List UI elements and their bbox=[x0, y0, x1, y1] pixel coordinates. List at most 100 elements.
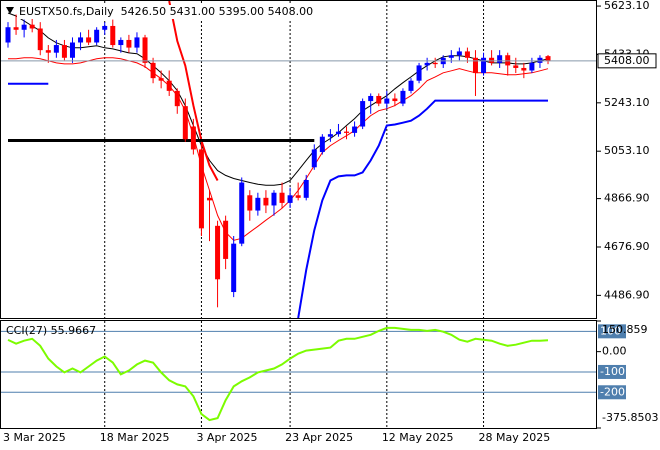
level-box bbox=[598, 385, 626, 400]
candle-body bbox=[303, 179, 309, 198]
candle-body bbox=[45, 50, 51, 53]
collapse-arrow bbox=[6, 7, 14, 14]
candle-body bbox=[102, 25, 108, 30]
plot-layer: 3 Mar 2025 18 Mar 2025 3 Apr 2025 23 Apr 20… bbox=[1, 0, 597, 444]
candle-body bbox=[472, 57, 478, 74]
candle-body bbox=[61, 45, 67, 58]
candle-body bbox=[142, 37, 148, 63]
y-tick-label: 5053.10 bbox=[604, 144, 650, 157]
candle-body bbox=[448, 55, 454, 58]
candle-body bbox=[150, 62, 156, 79]
candle-body bbox=[335, 131, 341, 135]
candle-body bbox=[311, 149, 317, 168]
y-tick-label: 4486.90 bbox=[604, 288, 650, 301]
candle-body bbox=[134, 37, 140, 48]
candle-body bbox=[21, 24, 27, 30]
candle-body bbox=[174, 90, 180, 107]
candle-body bbox=[13, 27, 19, 30]
candle-body bbox=[384, 98, 390, 104]
candle-body bbox=[279, 192, 285, 203]
candle-body bbox=[69, 42, 75, 58]
candle-body bbox=[521, 67, 527, 71]
candle-body bbox=[126, 39, 132, 48]
candle-body bbox=[400, 90, 406, 104]
level-label: -200 bbox=[600, 385, 625, 398]
candle-body bbox=[207, 197, 212, 201]
candle-body bbox=[497, 55, 503, 63]
candle-body bbox=[231, 243, 237, 293]
indicator-line bbox=[297, 99, 548, 319]
last-price-label: 5408.00 bbox=[604, 54, 650, 67]
x-tick-label: 3 Apr 2025 bbox=[196, 431, 257, 444]
candle-body bbox=[489, 57, 495, 63]
candle-body bbox=[360, 101, 366, 127]
candle-body bbox=[408, 80, 414, 91]
candle-body bbox=[287, 195, 293, 203]
level-box bbox=[598, 324, 626, 339]
last-price-box bbox=[597, 53, 657, 69]
candle-body bbox=[537, 57, 543, 63]
candle-body bbox=[368, 95, 374, 102]
y-tick-label: 150.859 bbox=[602, 323, 648, 336]
candle-body bbox=[319, 136, 325, 152]
candle-body bbox=[327, 134, 333, 137]
y-tick-label: 5243.10 bbox=[604, 96, 650, 109]
y-tick-label: 4866.90 bbox=[604, 192, 650, 205]
candle-body bbox=[545, 56, 551, 61]
candle-body bbox=[344, 131, 350, 133]
candle-body bbox=[166, 80, 172, 91]
candle-body bbox=[182, 106, 188, 140]
candle-body bbox=[37, 28, 43, 51]
candle-body bbox=[247, 195, 253, 211]
candle-body bbox=[505, 55, 511, 66]
candle-body bbox=[198, 149, 204, 229]
candle-body bbox=[53, 45, 59, 53]
candle-body bbox=[29, 24, 35, 29]
cci-title: CCI(27) 55.9667 bbox=[6, 324, 96, 337]
price-frame bbox=[0, 0, 597, 319]
x-tick-label: 12 May 2025 bbox=[382, 431, 454, 444]
candle-body bbox=[118, 39, 124, 46]
y-tick-label: -375.8503 bbox=[602, 411, 658, 424]
candle-body bbox=[352, 126, 358, 133]
chart-title: EUSTX50.fs,Daily 5426.50 5431.00 5395.00… bbox=[19, 5, 313, 18]
candle-body bbox=[529, 62, 535, 71]
y-tick-label: 4676.90 bbox=[604, 240, 650, 253]
x-tick-label: 18 Mar 2025 bbox=[100, 431, 170, 444]
candle-body bbox=[271, 192, 277, 206]
candle-body bbox=[78, 37, 84, 43]
candle-body bbox=[263, 197, 269, 206]
indicator-line bbox=[8, 57, 549, 241]
candle-body bbox=[392, 98, 398, 102]
candle-body bbox=[424, 62, 430, 66]
x-tick-label: 3 Mar 2025 bbox=[3, 431, 66, 444]
y-tick-label: 0.00 bbox=[602, 345, 627, 358]
candle-body bbox=[190, 126, 196, 150]
candle-body bbox=[416, 65, 422, 81]
x-tick-label: 23 Apr 2025 bbox=[285, 431, 353, 444]
candle-body bbox=[513, 65, 519, 68]
candle-body bbox=[5, 27, 11, 43]
candle-body bbox=[464, 51, 470, 58]
candle-body bbox=[456, 51, 462, 56]
indicator-line bbox=[168, 0, 219, 181]
y-tick-label: 5623.10 bbox=[604, 0, 650, 12]
candle-body bbox=[432, 62, 438, 65]
candle-body bbox=[215, 225, 221, 280]
level-label: 100 bbox=[600, 324, 621, 337]
cci-frame bbox=[0, 320, 597, 429]
level-box bbox=[598, 364, 626, 379]
candle-body bbox=[110, 25, 116, 46]
candle-body bbox=[223, 220, 229, 259]
candle-body bbox=[94, 29, 100, 43]
level-label: -100 bbox=[600, 365, 625, 378]
candle-body bbox=[255, 197, 261, 211]
candle-body bbox=[86, 37, 92, 43]
candle-body bbox=[481, 57, 487, 74]
title-bg bbox=[17, 5, 317, 19]
x-tick-label: 28 May 2025 bbox=[479, 431, 551, 444]
candle-body bbox=[239, 182, 245, 244]
candle-body bbox=[295, 195, 301, 198]
